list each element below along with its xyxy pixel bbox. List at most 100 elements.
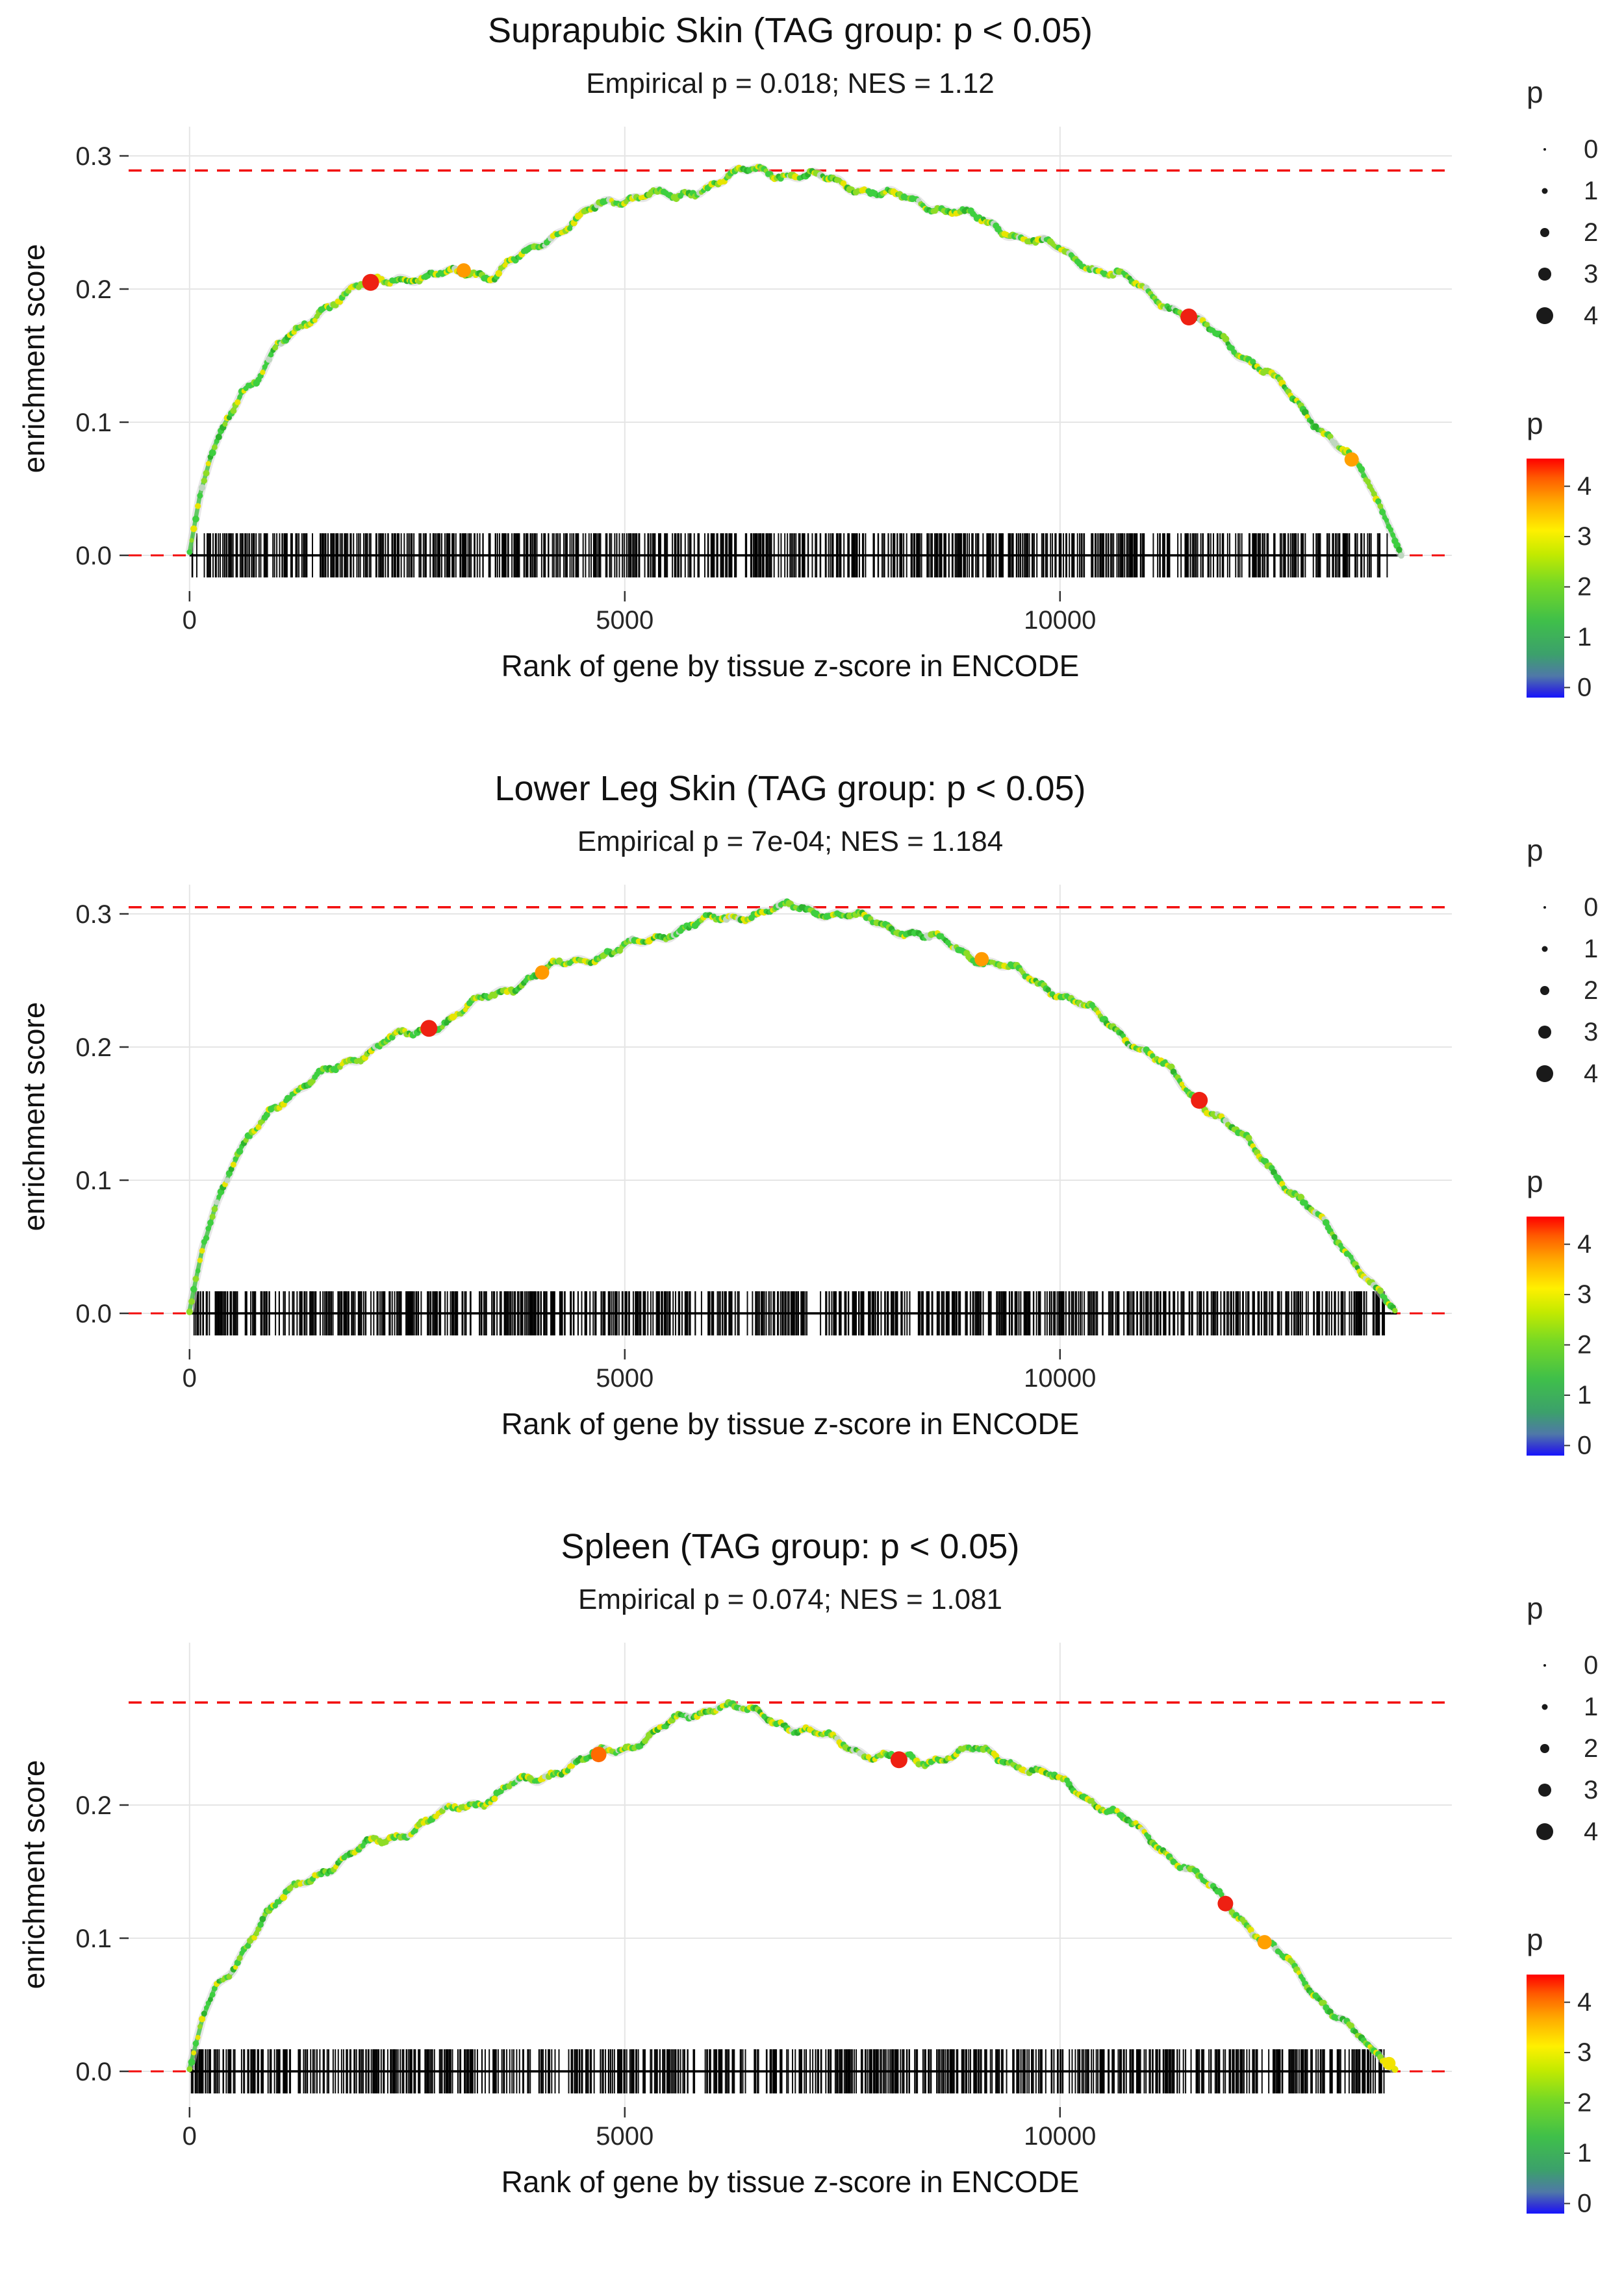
color-legend-label: 0 (1577, 1432, 1592, 1460)
legend-gradient-bar (1527, 459, 1564, 698)
size-legend-dot (1540, 1744, 1549, 1753)
y-tick-label: 0.1 (75, 1925, 112, 1953)
color-legend-label: 2 (1577, 573, 1592, 601)
size-legend: p 0 1 2 3 4 (1527, 833, 1598, 1088)
size-legend-label: 1 (1584, 935, 1598, 963)
panel-title: Lower Leg Skin (TAG group: p < 0.05) (494, 769, 1086, 808)
y-axis-ticks: 0.0 0.1 0.2 0.3 (75, 142, 129, 570)
x-tick-label: 10000 (1024, 606, 1096, 635)
highlight-gene-dot (1344, 452, 1359, 467)
y-axis-ticks: 0.0 0.1 0.2 (75, 1791, 129, 2086)
size-legend-dot (1536, 1065, 1553, 1082)
size-legend-dot (1542, 946, 1548, 952)
curve-halo (185, 163, 1406, 557)
highlight-gene-dot (1257, 1935, 1272, 1950)
color-legend-title: p (1527, 1165, 1543, 1198)
y-axis-ticks: 0.0 0.1 0.2 0.3 (75, 900, 129, 1328)
color-legend: p 4 3 2 1 0 (1527, 407, 1592, 702)
size-legend-dot (1538, 1784, 1551, 1797)
y-tick-label: 0.0 (75, 2058, 112, 2086)
x-axis-title: Rank of gene by tissue z-score in ENCODE (501, 649, 1080, 683)
size-legend-label: 3 (1584, 1018, 1598, 1046)
color-legend-label: 0 (1577, 2190, 1592, 2218)
highlight-gene-dot (535, 965, 550, 980)
size-legend-label: 4 (1584, 1059, 1598, 1088)
color-legend: p 4 3 2 1 0 (1527, 1923, 1592, 2218)
size-legend-dot (1543, 906, 1546, 909)
color-legend-label: 1 (1577, 2139, 1592, 2167)
color-legend-label: 3 (1577, 522, 1592, 551)
panel-title: Suprapubic Skin (TAG group: p < 0.05) (488, 11, 1093, 50)
x-axis-ticks: 0 5000 10000 (183, 2107, 1096, 2151)
highlight-gene-dot (362, 273, 379, 291)
y-tick-label: 0.2 (75, 275, 112, 304)
color-legend-label: 1 (1577, 623, 1592, 651)
color-legend: p 4 3 2 1 0 (1527, 1165, 1592, 1460)
color-legend-label: 2 (1577, 2089, 1592, 2117)
panel-subtitle: Empirical p = 0.074; NES = 1.081 (577, 1584, 1003, 1615)
highlight-gene-dot (1217, 1895, 1234, 1912)
size-legend-dot (1542, 1704, 1548, 1710)
size-legend-title: p (1527, 1591, 1543, 1625)
highlight-gene-dot (974, 952, 989, 966)
highlight-gene-dot (456, 263, 471, 278)
color-legend-label: 0 (1577, 674, 1592, 702)
x-tick-label: 5000 (596, 606, 653, 635)
color-legend-label: 4 (1577, 1988, 1592, 2017)
enrichment-curve (185, 163, 1406, 559)
size-legend-label: 4 (1584, 1817, 1598, 1846)
color-legend-label: 3 (1577, 1280, 1592, 1309)
color-legend-label: 4 (1577, 1230, 1592, 1259)
size-legend-dot (1543, 1664, 1546, 1667)
y-tick-label: 0.0 (75, 542, 112, 570)
size-legend-label: 4 (1584, 301, 1598, 330)
highlight-genes (590, 1747, 1396, 2070)
enrichment-curve (185, 898, 1399, 1315)
x-axis-title: Rank of gene by tissue z-score in ENCODE (501, 2165, 1080, 2199)
legend-gradient-bar (1527, 1217, 1564, 1456)
color-legend-label: 3 (1577, 2038, 1592, 2067)
y-tick-label: 0.3 (75, 900, 112, 929)
highlight-gene-dot (420, 1020, 438, 1037)
x-tick-label: 5000 (596, 1364, 653, 1393)
panel-title: Spleen (TAG group: p < 0.05) (561, 1527, 1020, 1566)
highlight-gene-dot (1191, 1092, 1208, 1109)
x-tick-label: 0 (183, 606, 197, 635)
size-legend-label: 3 (1584, 260, 1598, 288)
highlight-genes (362, 263, 1359, 467)
enrichment-plot-spleen: 0.0 0.1 0.2 0 5000 10000 p 0 1 2 3 4 p 4 3 2 1 0 (75, 1591, 1598, 2218)
color-legend-label: 2 (1577, 1331, 1592, 1359)
size-legend-dot (1543, 148, 1546, 151)
x-axis-ticks: 0 5000 10000 (183, 1349, 1096, 1393)
highlight-gene-dot (890, 1751, 907, 1769)
panel-lower-leg-skin: Lower Leg Skin (TAG group: p < 0.05) Emp… (0, 758, 1624, 1516)
color-legend-label: 4 (1577, 472, 1592, 501)
size-legend-label: 2 (1584, 976, 1598, 1005)
size-legend-dot (1542, 188, 1548, 194)
gridlines (129, 885, 1452, 1349)
curve-core (187, 900, 1397, 1313)
x-tick-label: 10000 (1024, 2122, 1096, 2151)
legend-gradient-bar (1527, 1975, 1564, 2214)
highlight-genes (420, 952, 1208, 1109)
y-tick-label: 0.2 (75, 1791, 112, 1820)
size-legend-label: 3 (1584, 1776, 1598, 1804)
reference-lines (129, 906, 1452, 1315)
x-tick-label: 0 (183, 2122, 197, 2151)
panel-subtitle: Empirical p = 7e-04; NES = 1.184 (577, 826, 1004, 857)
highlight-gene-dot (1180, 309, 1198, 326)
size-legend-label: 1 (1584, 1693, 1598, 1721)
x-tick-label: 10000 (1024, 1364, 1096, 1393)
size-legend-label: 2 (1584, 1734, 1598, 1763)
x-axis-title: Rank of gene by tissue z-score in ENCODE (501, 1407, 1080, 1441)
size-legend: p 0 1 2 3 4 (1527, 1591, 1598, 1846)
color-legend-title: p (1527, 407, 1543, 440)
y-tick-label: 0.1 (75, 1167, 112, 1195)
x-tick-label: 5000 (596, 2122, 653, 2151)
enrichment-curve (185, 1699, 1399, 2074)
y-tick-label: 0.2 (75, 1033, 112, 1062)
size-legend-dot (1536, 1823, 1553, 1840)
curve-core (187, 165, 1404, 557)
